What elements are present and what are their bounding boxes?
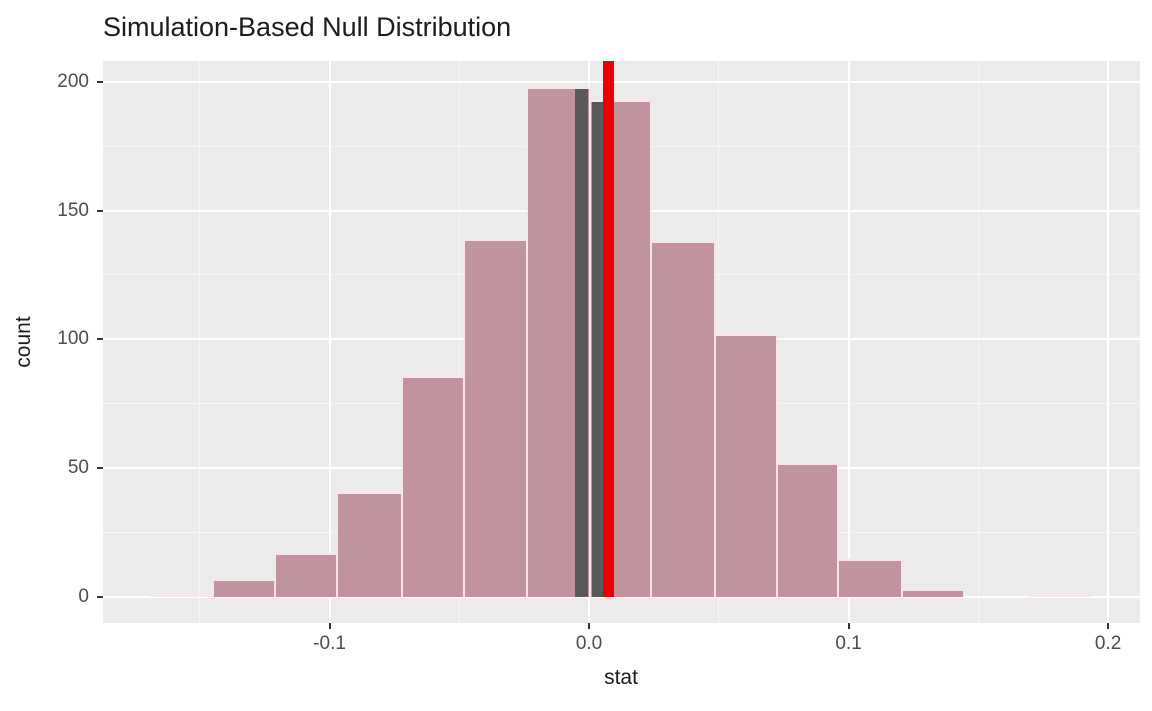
x-minor-gridline: [458, 61, 460, 623]
x-major-gridline: [847, 61, 850, 623]
x-tick-label: -0.1: [313, 633, 346, 654]
x-tick-label: 0.1: [835, 633, 862, 654]
histogram-bar: [838, 558, 902, 598]
y-tick-mark: [97, 338, 103, 341]
histogram-bar: [212, 579, 276, 598]
y-tick-mark: [97, 467, 103, 470]
x-minor-gridline: [199, 61, 201, 623]
histogram-bar: [901, 589, 965, 598]
plot-title: Simulation-Based Null Distribution: [103, 12, 512, 42]
overlay-bar: [574, 89, 588, 598]
histogram-bar: [714, 334, 778, 598]
x-tick-mark: [847, 623, 850, 629]
y-major-gridline: [103, 80, 1140, 83]
x-tick-mark: [588, 623, 591, 629]
y-tick-label: 150: [57, 199, 89, 221]
histogram-bar: [275, 553, 338, 598]
y-tick-label: 0: [78, 586, 89, 608]
histogram-bar: [1027, 594, 1092, 598]
y-tick-mark: [97, 80, 103, 83]
y-tick-label: 50: [67, 457, 89, 479]
plot-panel: [103, 61, 1140, 623]
histogram-bar: [464, 238, 527, 598]
histogram-bar: [402, 375, 465, 598]
y-tick-label: 200: [57, 70, 89, 92]
histogram-bar: [150, 594, 213, 598]
overlay-bar: [591, 102, 605, 598]
x-minor-gridline: [977, 61, 979, 623]
x-axis-title: stat: [604, 666, 638, 689]
y-tick-mark: [97, 209, 103, 212]
y-major-gridline: [103, 596, 1140, 599]
x-tick-mark: [1107, 623, 1110, 629]
histogram-bar: [337, 491, 403, 598]
x-major-gridline: [328, 61, 331, 623]
y-tick-mark: [97, 596, 103, 599]
y-tick-label: 100: [57, 328, 89, 350]
x-tick-mark: [328, 623, 331, 629]
x-major-gridline: [1107, 61, 1110, 623]
x-tick-label: 0.0: [575, 633, 603, 654]
observed-stat-line: [603, 61, 615, 598]
histogram-bar: [777, 463, 839, 598]
x-tick-label: 0.2: [1094, 633, 1122, 654]
histogram-bar: [651, 241, 715, 598]
